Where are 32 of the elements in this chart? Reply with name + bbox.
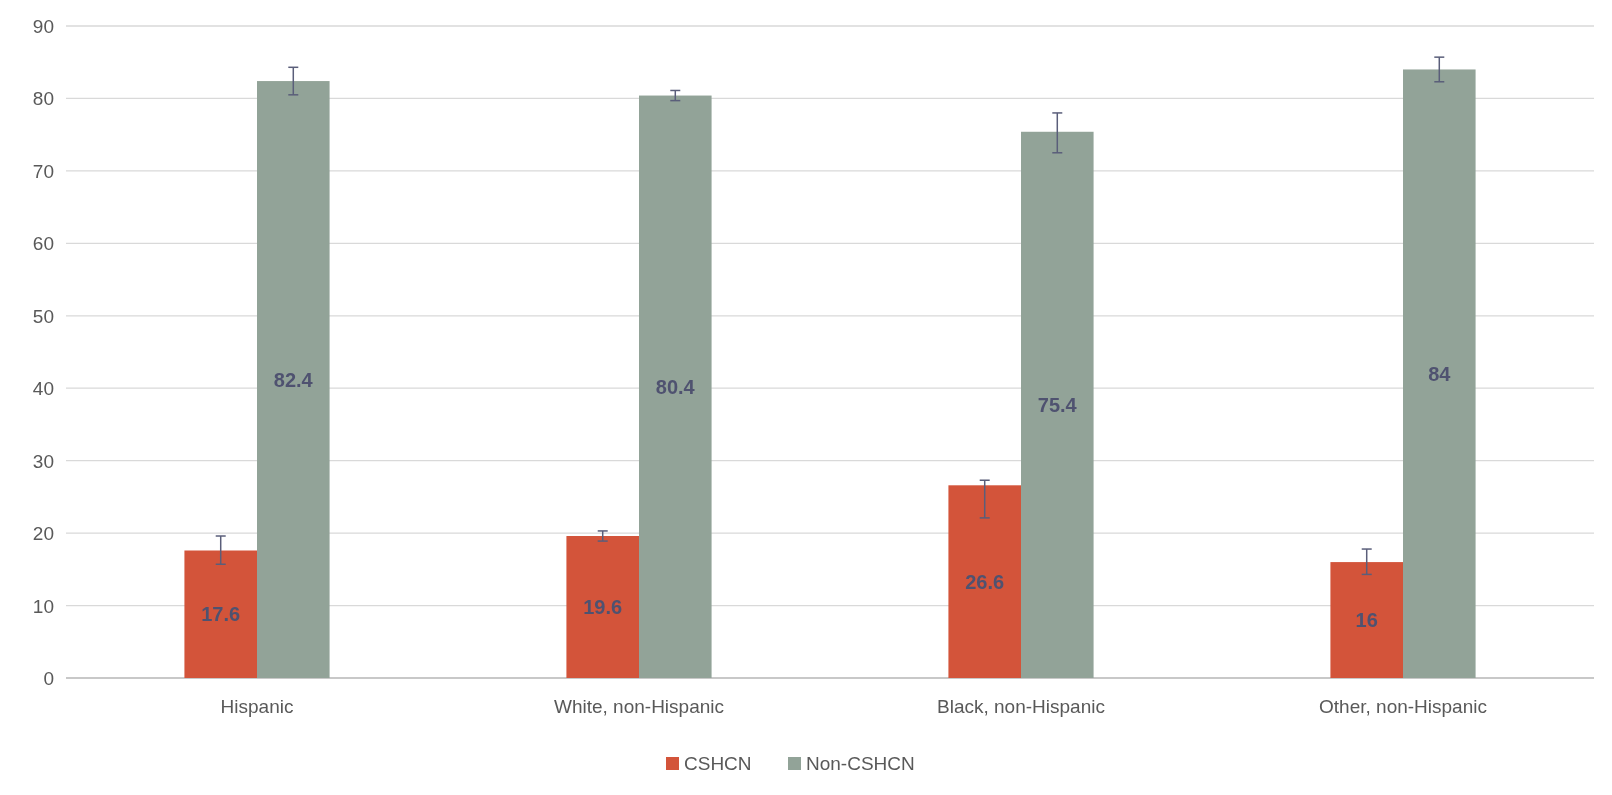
y-tick-label: 70 xyxy=(32,160,54,182)
data-label: 75.4 xyxy=(1037,393,1078,416)
x-tick-label: White, non-Hispanic xyxy=(553,696,725,717)
legend-label: CSHCN xyxy=(684,753,752,774)
bar xyxy=(257,81,330,678)
data-label: 16 xyxy=(1355,609,1378,632)
bar xyxy=(1403,69,1476,678)
y-tick-label: 80 xyxy=(32,88,54,110)
legend-label: Non-CSHCN xyxy=(806,753,915,774)
y-tick-label: 60 xyxy=(32,233,54,255)
bar xyxy=(1021,131,1094,678)
data-label: 19.6 xyxy=(583,596,623,618)
bar xyxy=(948,485,1021,678)
bar xyxy=(1330,562,1403,678)
y-tick-label: 90 xyxy=(32,16,54,37)
bar xyxy=(639,95,712,678)
y-tick-label: 20 xyxy=(32,523,54,545)
y-tick-label: 50 xyxy=(32,305,54,327)
data-label: 17.6 xyxy=(201,603,241,626)
y-tick-label: 0 xyxy=(43,668,54,689)
data-label: 80.4 xyxy=(655,375,696,398)
bar xyxy=(566,536,639,678)
y-tick-label: 10 xyxy=(32,595,54,617)
data-label: 26.6 xyxy=(965,570,1005,593)
y-tick-label: 30 xyxy=(32,450,54,472)
x-tick-label: Other, non-Hispanic xyxy=(1319,696,1487,717)
x-tick-label: Black, non-Hispanic xyxy=(937,696,1105,717)
bar xyxy=(184,550,257,678)
data-label: 82.4 xyxy=(273,368,314,391)
y-tick-label: 40 xyxy=(32,378,54,400)
data-label: 84 xyxy=(1428,362,1452,385)
x-tick-label: Hispanic xyxy=(220,696,294,717)
